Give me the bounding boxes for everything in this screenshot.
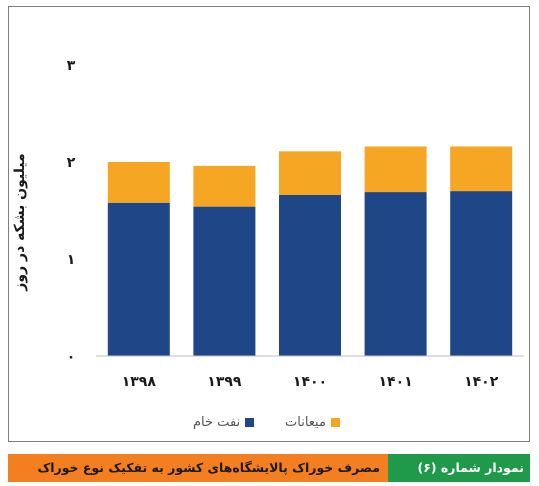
bar-crude-2	[279, 194, 341, 356]
caption-title: مصرف خوراک پالایشگاه‌های کشور به تفکیک ن…	[8, 454, 388, 482]
bar-condensate-2	[279, 151, 341, 195]
y-axis-label: میلیون بشکه در روز	[12, 153, 28, 291]
bars-group	[107, 146, 513, 356]
y-ticks-group: ۰ ۱ ۲ ۳	[67, 58, 76, 365]
x-category-label: ۱۳۹۹	[207, 374, 242, 390]
figure-caption: مصرف خوراک پالایشگاه‌های کشور به تفکیک ن…	[8, 454, 530, 482]
chart-frame	[8, 6, 530, 442]
y-tick-label: ۳	[67, 58, 76, 74]
bar-condensate-3	[364, 146, 427, 193]
x-category-label: ۱۳۹۸	[122, 374, 157, 390]
caption-number: نمودار شماره (۶)	[388, 454, 530, 482]
y-tick-label: ۰	[67, 349, 76, 365]
legend-item-condensate: میعانات	[285, 415, 340, 430]
legend-item-crude: نفت خام	[193, 415, 255, 430]
legend: نفت خام میعانات	[0, 415, 539, 435]
bar-crude-4	[450, 191, 513, 356]
y-tick-label: ۲	[67, 155, 76, 171]
bar-crude-0	[107, 202, 170, 356]
legend-swatch-crude	[245, 418, 255, 427]
bar-condensate-1	[193, 165, 256, 207]
legend-label-condensate: میعانات	[285, 415, 326, 430]
x-category-label: ۱۴۰۲	[464, 374, 499, 390]
x-category-label: ۱۴۰۱	[379, 374, 413, 390]
x-categories-group: ۱۳۹۸ ۱۳۹۹ ۱۴۰۰ ۱۴۰۱ ۱۴۰۲	[122, 374, 499, 390]
bar-crude-3	[364, 192, 427, 356]
bar-condensate-0	[107, 162, 170, 203]
y-tick-label: ۱	[67, 252, 76, 268]
bar-crude-1	[193, 206, 256, 356]
x-category-label: ۱۴۰۰	[293, 374, 327, 390]
legend-label-crude: نفت خام	[193, 415, 241, 430]
legend-swatch-condensate	[330, 418, 340, 427]
bar-condensate-4	[450, 146, 513, 192]
